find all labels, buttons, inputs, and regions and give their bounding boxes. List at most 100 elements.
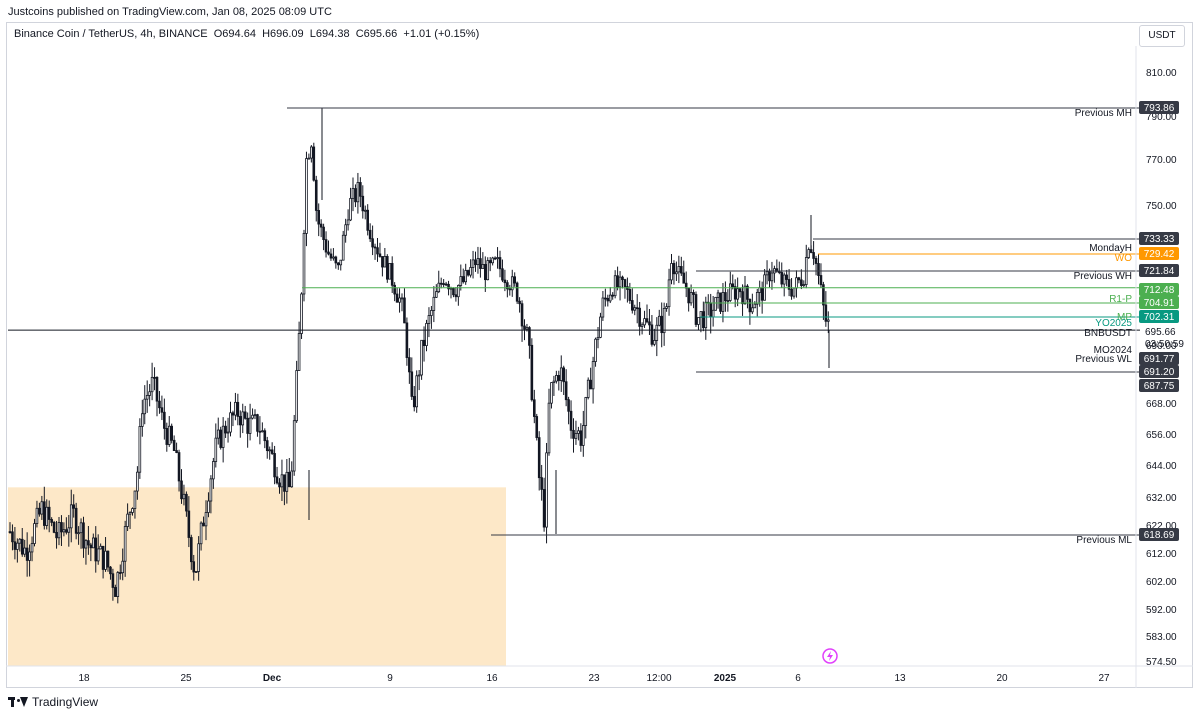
candle [724,281,727,312]
candle [312,142,316,182]
candle [675,261,678,281]
candle [253,409,257,420]
candle [62,522,66,537]
candle [814,255,818,276]
candle [248,403,252,441]
y-tick-label: 790.00 [1146,112,1177,123]
candle [89,542,93,562]
candle [177,449,181,492]
candle [261,422,264,433]
candle [361,185,365,219]
footer-brand[interactable]: TradingView [8,695,98,709]
candle [219,426,223,450]
level-label: BNBUSDT [1084,328,1132,339]
candle [650,315,654,347]
currency-button[interactable]: USDT [1139,25,1185,47]
candle [559,355,563,392]
badge-text: 618.69 [1144,530,1175,541]
candle [106,550,110,572]
y-tick-label: 583.00 [1146,632,1177,643]
candle [349,187,352,222]
candle [393,282,396,302]
candle [716,289,720,309]
y-tick-label: 644.00 [1146,461,1177,472]
candle [45,499,49,530]
candle [341,230,345,261]
candle [618,271,622,301]
candle [388,263,392,280]
candle [187,496,191,548]
level-label: MO2024 [1094,345,1133,356]
candle [562,365,565,396]
candle [16,538,19,563]
candle [395,287,399,303]
candle [537,431,541,491]
candle [214,423,218,468]
candle [101,545,105,579]
candle [488,257,492,272]
candle [344,218,347,243]
y-tick-label: 656.00 [1146,430,1177,441]
candle [43,486,46,530]
candle [207,492,210,518]
candle [697,317,700,331]
candle [268,446,271,460]
candle [621,275,624,289]
candle [425,319,428,352]
candle [332,248,335,261]
candle [30,536,34,562]
badge-layer: 793.86 733.33 729.42 721.84 712.48 704.91 702.… [1139,101,1184,541]
candle [819,263,823,288]
lightning-icon[interactable] [822,648,838,664]
candle [434,284,438,298]
candle [307,153,311,160]
candle [185,491,188,517]
candle [224,420,227,438]
candle [657,309,661,327]
candle [346,209,350,231]
candle [765,260,769,285]
candle [390,256,394,293]
candle [655,317,659,357]
candle [138,418,142,479]
candle [778,261,781,275]
candle [415,370,418,413]
candle [160,395,164,421]
candle [491,256,494,266]
price-badge: 733.33 [1139,232,1179,245]
symbol-name[interactable]: Binance Coin / TetherUS, 4h, BINANCE [14,28,208,40]
candle [763,269,766,301]
candle [287,457,291,488]
candle [662,302,666,346]
price-badge: 691.77 [1139,352,1179,365]
price-badge: 793.86 [1139,101,1179,114]
candle [751,293,754,315]
candle [704,296,708,340]
candle [324,231,328,258]
zone-layer [8,487,506,666]
level-label: MP [1117,312,1132,323]
candle [136,466,139,500]
candle [567,396,570,425]
candle [672,260,676,285]
y-tick-label: 622.00 [1146,521,1177,532]
candle [273,445,276,485]
candle [773,265,776,283]
candle [513,272,516,287]
candle [121,548,125,581]
ohlc-high: H696.09 [262,28,304,40]
candle [787,269,791,297]
candle [82,516,85,558]
candle [128,511,132,529]
candle [496,247,499,269]
candle [104,537,107,572]
candle [804,244,808,289]
candle [510,269,514,297]
y-tick-label: 602.00 [1146,577,1177,588]
candle [314,175,318,222]
candle [508,284,512,296]
price-badge: 702.31 [1139,310,1179,323]
candle [748,298,752,325]
candle [613,270,617,299]
